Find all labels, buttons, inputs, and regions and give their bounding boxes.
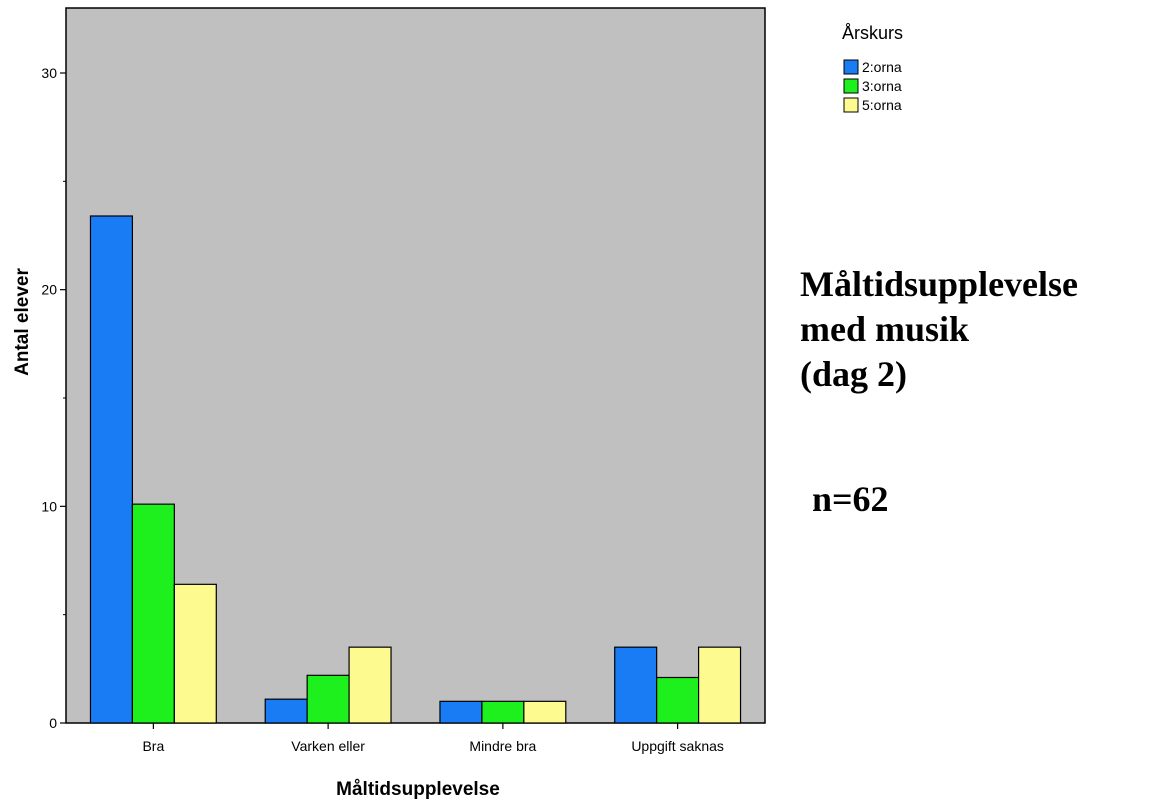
legend-label: 3:orna bbox=[862, 78, 902, 94]
x-tick-label: Bra bbox=[142, 738, 164, 754]
sample-size-label: n=62 bbox=[812, 479, 889, 519]
legend-swatch bbox=[843, 78, 859, 94]
y-tick-label: 20 bbox=[41, 282, 57, 298]
legend-swatch bbox=[843, 59, 859, 75]
bar-2-orna bbox=[89, 215, 134, 724]
x-axis-title: Måltidsupplevelse bbox=[336, 779, 500, 800]
x-tick-label: Mindre bra bbox=[469, 738, 536, 754]
legend-swatch bbox=[843, 97, 859, 113]
legend: Årskurs 2:orna 3:orna 5:orna bbox=[842, 23, 903, 113]
bar-2-orna bbox=[264, 698, 308, 724]
annotation-line-2: med musik bbox=[800, 309, 970, 349]
y-tick-label: 0 bbox=[49, 715, 57, 731]
legend-label: 2:orna bbox=[862, 59, 902, 75]
bars-layer bbox=[89, 215, 742, 724]
x-tick-label: Varken eller bbox=[291, 738, 365, 754]
x-tick-label: Uppgift saknas bbox=[631, 738, 724, 754]
y-tick-label: 30 bbox=[41, 65, 57, 81]
x-axis: Bra Varken eller Mindre bra Uppgift saknas bbox=[142, 723, 724, 754]
bar-2-orna bbox=[614, 646, 658, 724]
bar-5-orna bbox=[523, 700, 567, 724]
bar-3-orna bbox=[306, 674, 350, 724]
legend-label: 5:orna bbox=[862, 97, 902, 113]
legend-title: Årskurs bbox=[842, 23, 903, 43]
annotation-line-1: Måltidsupplevelse bbox=[800, 264, 1079, 304]
y-tick-label: 10 bbox=[41, 498, 57, 514]
bar-3-orna bbox=[481, 700, 525, 724]
bar-5-orna bbox=[173, 583, 217, 724]
y-axis: 0 10 20 30 bbox=[41, 65, 66, 731]
annotation-line-3: (dag 2) bbox=[800, 354, 907, 394]
bar-5-orna bbox=[697, 646, 742, 724]
y-axis-title: Antal elever bbox=[12, 268, 33, 376]
bar-3-orna bbox=[656, 676, 700, 724]
bar-5-orna bbox=[348, 646, 392, 724]
chart-annotation-title: Måltidsupplevelse med musik (dag 2) bbox=[800, 262, 1078, 397]
bar-3-orna bbox=[131, 503, 175, 724]
bar-2-orna bbox=[439, 700, 483, 724]
